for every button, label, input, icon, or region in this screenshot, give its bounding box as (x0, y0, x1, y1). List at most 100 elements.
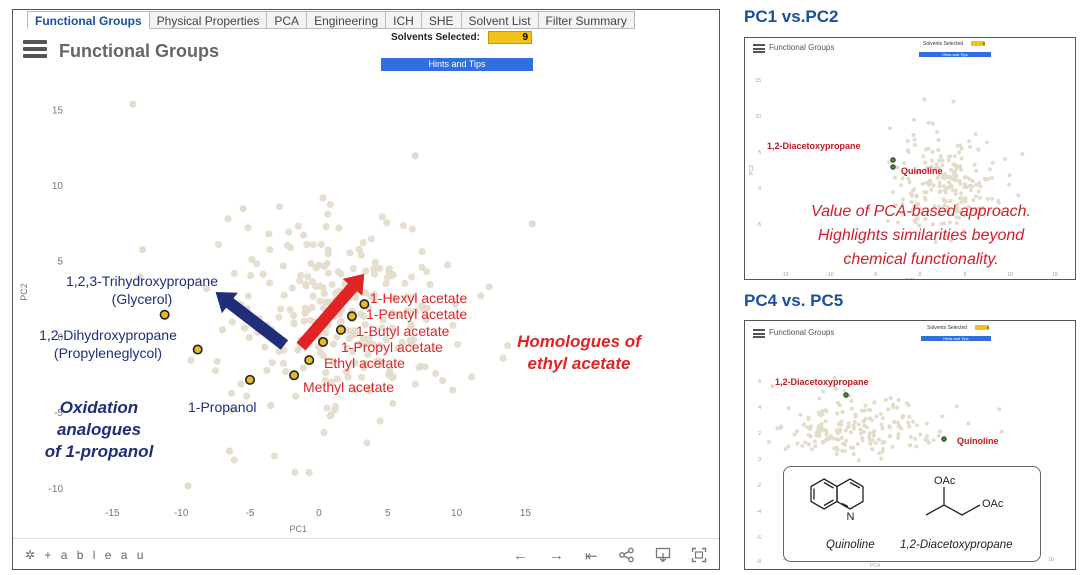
highlighted-solvent-point (245, 374, 256, 385)
revert-icon[interactable]: ⇤ (585, 548, 598, 565)
mini-solvent-point (954, 208, 959, 213)
mini-solvent-point (946, 155, 951, 160)
tab-physical-properties[interactable]: Physical Properties (149, 11, 268, 29)
mini-solvent-point (976, 147, 981, 152)
mini-solvent-point (925, 166, 930, 171)
mini-solvent-point (968, 187, 973, 192)
tableau-dashboard: Functional Groups Physical Properties PC… (12, 9, 720, 570)
mini-solvent-point (888, 396, 893, 401)
mini-solvent-point (1007, 182, 1012, 187)
mini-solvent-point (945, 209, 950, 214)
mini-solvent-point (912, 204, 917, 209)
mini-highlight-diacetoxypropane (890, 157, 896, 163)
highlighted-solvent-point (304, 355, 315, 366)
mini-solvent-point (976, 189, 981, 194)
mini-solvent-point (876, 437, 881, 442)
mini-solvent-point (895, 165, 900, 170)
mini-solvent-point (891, 402, 896, 407)
tab-she[interactable]: SHE (421, 11, 462, 29)
mini-solvent-point (863, 403, 868, 408)
mini-solvent-point (931, 183, 936, 188)
mini-solvent-point (947, 180, 952, 185)
pca-scatter-chart[interactable]: -15 -10 -5 0 5 10 15 -10 -5 0 5 10 15 PC1 PC2 1,2,3-Tri… (13, 74, 718, 538)
mini-solvent-point (934, 162, 939, 167)
mini-solvent-point (963, 175, 968, 180)
solvent-point (129, 100, 137, 108)
mini-solvent-point (766, 439, 771, 444)
mini-solvent-point (823, 419, 828, 424)
solvent-point (346, 249, 354, 257)
mini-selected-label: Solvents Selected (927, 325, 968, 331)
mini-solvent-point (834, 445, 839, 450)
tab-solvent-list[interactable]: Solvent List (461, 11, 539, 29)
share-icon[interactable] (619, 547, 635, 567)
mini-solvent-point (937, 204, 942, 209)
mini-solvent-point (929, 158, 934, 163)
menu-icon[interactable] (23, 40, 47, 58)
solvent-point (224, 215, 232, 223)
diacetoxypropane-structure-label: 1,2-Diacetoxypropane (900, 539, 1013, 551)
tab-functional-groups[interactable]: Functional Groups (27, 11, 150, 29)
tab-engineering[interactable]: Engineering (307, 11, 387, 29)
undo-icon[interactable]: ← (513, 547, 528, 564)
mini-solvent-point (856, 458, 861, 463)
mini-solvent-point (775, 426, 780, 431)
solvent-point (290, 319, 298, 327)
mini-solvent-point (786, 444, 791, 449)
solvent-point (394, 344, 402, 353)
fullscreen-icon[interactable] (691, 547, 707, 567)
mini-solvent-point (822, 427, 827, 432)
solvent-point (356, 340, 364, 348)
download-icon[interactable] (655, 547, 671, 567)
homologues-annotation: ethyl acetate (528, 354, 631, 373)
mini-solvent-point (929, 187, 934, 192)
mini-solvent-point (943, 190, 948, 195)
tab-pca[interactable]: PCA (267, 11, 308, 29)
solvent-point (351, 359, 359, 367)
label-glycerol: 1,2,3-Trihydroxypropane (66, 273, 218, 289)
mini-solvent-point (957, 164, 962, 169)
tab-ich[interactable]: ICH (386, 11, 422, 29)
solvent-point (418, 247, 426, 256)
mini-solvent-point (963, 199, 968, 204)
mini-solvent-point (922, 195, 927, 200)
mini-y-tick-label: 0 (758, 186, 761, 192)
solvent-point (399, 222, 408, 230)
mini-solvent-point (877, 451, 882, 456)
mini-solvent-point (954, 220, 959, 225)
mini-solvent-point (920, 209, 925, 214)
solvent-point (407, 320, 415, 329)
mini-solvent-point (938, 154, 943, 159)
solvent-point (279, 359, 288, 368)
mini-solvent-point (912, 187, 917, 192)
mini-solvent-point (860, 408, 865, 413)
solvent-point (408, 225, 416, 233)
solvent-point (247, 271, 255, 280)
solvent-point (344, 326, 352, 335)
solvent-point (244, 224, 252, 232)
mini-solvent-point (977, 252, 982, 257)
mini-solvent-point (921, 154, 926, 159)
mini-solvent-point (947, 220, 952, 225)
solvent-point (383, 273, 392, 282)
solvent-point (324, 210, 332, 218)
mini-y-tick-label: 10 (755, 114, 761, 120)
mini-solvent-point (916, 202, 921, 207)
redo-icon[interactable]: → (549, 547, 564, 564)
mini-solvent-point (959, 167, 964, 172)
mini-solvent-point (911, 132, 916, 137)
mini-solvent-point (982, 176, 987, 181)
mini-solvent-point (908, 443, 913, 448)
hints-and-tips-button[interactable]: Hints and Tips (381, 58, 533, 71)
mini-solvent-point (915, 170, 920, 175)
mini-solvent-point (958, 181, 963, 186)
solvent-point (362, 267, 370, 275)
mini-solvent-point (974, 182, 979, 187)
mini-solvent-point (930, 222, 935, 227)
mini-solvent-point (927, 440, 932, 445)
mini-solvent-point (936, 138, 941, 143)
note-line: Highlights similarities beyond (817, 227, 1025, 244)
mini-solvent-point (966, 204, 971, 209)
tab-filter-summary[interactable]: Filter Summary (538, 11, 635, 29)
solvents-selected-count: 9 (488, 31, 532, 44)
